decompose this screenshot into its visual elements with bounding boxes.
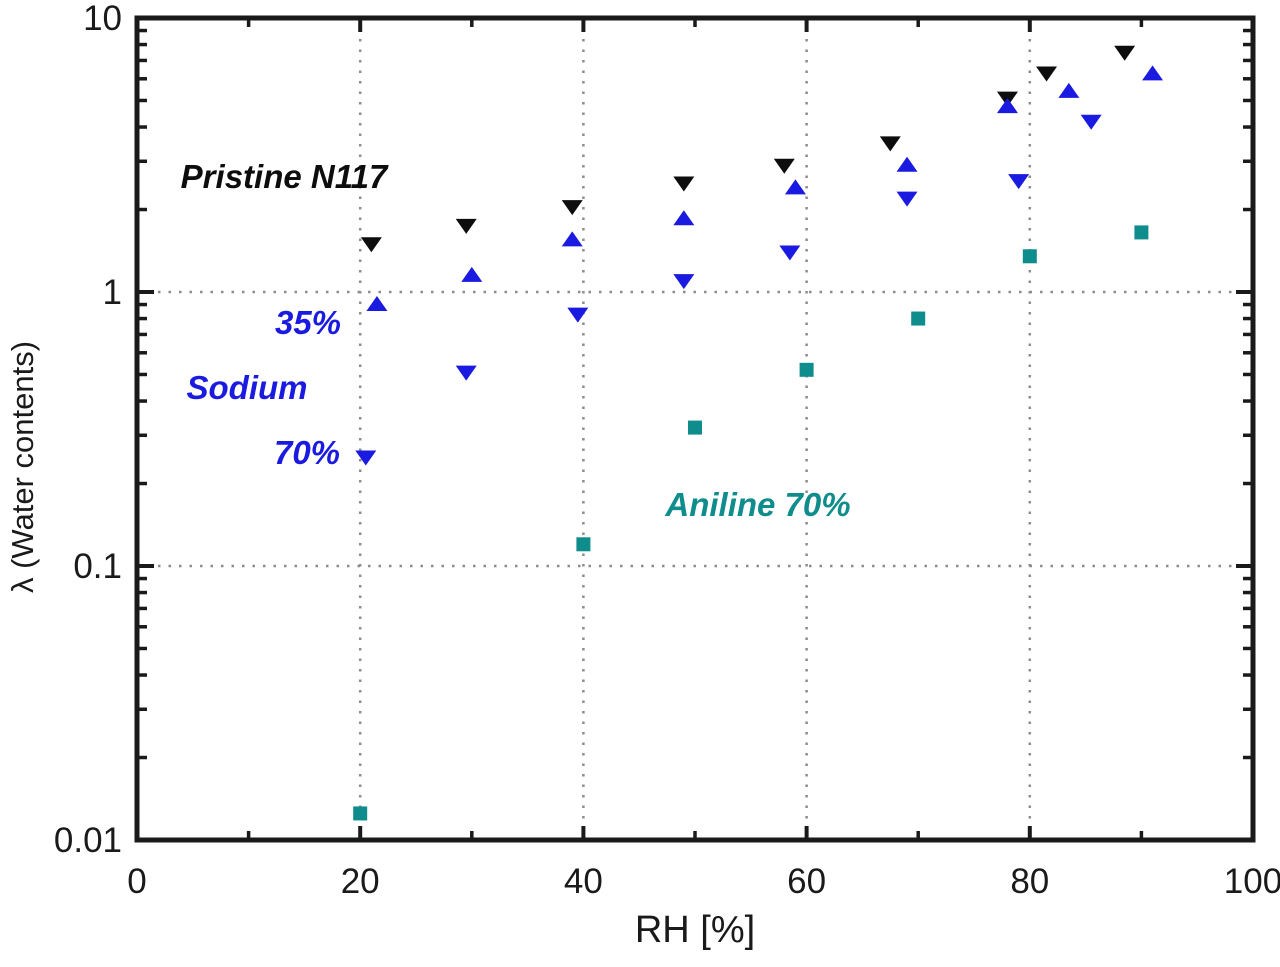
x-tick-label-20: 20: [341, 862, 380, 901]
marker-35pct: [896, 156, 918, 172]
marker-sodium-70pct: [567, 307, 589, 323]
marker-35pct: [784, 179, 806, 195]
marker-35pct: [561, 231, 583, 247]
marker-sodium-70pct: [1080, 114, 1102, 130]
marker-sodium-70pct: [355, 450, 377, 466]
marker-pristine-n117: [360, 237, 382, 253]
axis-ticks: [135, 16, 1255, 842]
marker-pristine-n117: [561, 200, 583, 216]
marker-aniline-70pct: [911, 311, 926, 326]
x-tick-label-100: 100: [1224, 862, 1280, 901]
marker-35pct: [673, 210, 695, 226]
marker-sodium-70pct: [673, 274, 695, 290]
series-label-70pct: 70%: [274, 434, 340, 471]
marker-35pct: [996, 98, 1018, 114]
marker-sodium-70pct: [896, 191, 918, 207]
marker-35pct: [1058, 82, 1080, 98]
marker-pristine-n117: [773, 158, 795, 174]
marker-pristine-n117: [879, 136, 901, 152]
x-tick-label-60: 60: [787, 862, 826, 901]
series-pristine-n117: [360, 45, 1136, 253]
y-tick-label-0.1: 0.1: [73, 547, 122, 586]
marker-35pct: [461, 266, 483, 282]
y-tick-label-0.01: 0.01: [54, 821, 122, 860]
marker-sodium-70pct: [1008, 174, 1030, 190]
x-tick-label-40: 40: [564, 862, 603, 901]
marker-pristine-n117: [455, 218, 477, 234]
marker-pristine-n117: [673, 176, 695, 192]
marker-35pct: [1142, 65, 1164, 81]
series-label-aniline-70pct: Aniline 70%: [664, 486, 850, 523]
marker-pristine-n117: [1114, 45, 1136, 61]
marker-aniline-70pct: [688, 420, 702, 435]
marker-aniline-70pct: [799, 362, 814, 377]
series-label-35pct: 35%: [275, 304, 341, 341]
series-sodium-70pct: [355, 114, 1102, 466]
y-tick-label-1: 1: [103, 273, 122, 312]
marker-aniline-70pct: [1134, 225, 1149, 240]
series-35pct: [366, 65, 1164, 312]
series-label-pristine-n117: Pristine N117: [181, 158, 389, 195]
marker-pristine-n117: [1036, 66, 1058, 82]
marker-sodium-70pct: [455, 365, 477, 381]
marker-aniline-70pct: [1022, 249, 1037, 264]
series-label-sodium: Sodium: [187, 369, 308, 406]
x-tick-label-80: 80: [1010, 862, 1049, 901]
x-axis-label: RH [%]: [635, 909, 755, 951]
gridlines: [137, 18, 1253, 840]
marker-35pct: [366, 296, 388, 312]
y-tick-label-10: 10: [83, 0, 122, 38]
series-aniline-70pct: [353, 225, 1149, 821]
y-axis-label: λ (Water contents): [5, 341, 40, 593]
x-tick-label-0: 0: [127, 862, 146, 901]
marker-sodium-70pct: [779, 245, 801, 261]
marker-aniline-70pct: [353, 806, 368, 821]
marker-aniline-70pct: [576, 537, 591, 552]
